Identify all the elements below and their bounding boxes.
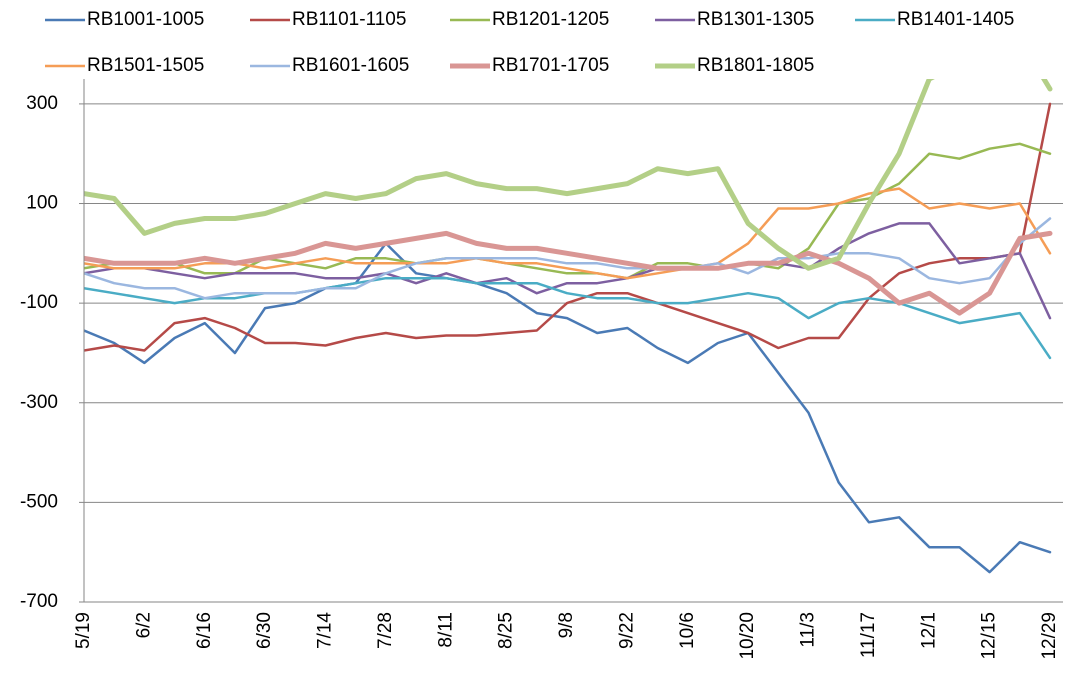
x-tick-label: 12/1	[918, 612, 939, 649]
x-tick-label: 12/29	[1039, 612, 1060, 660]
grid	[84, 103, 1063, 603]
legend-label: RB1601-1605	[292, 55, 409, 76]
x-tick-label: 6/30	[254, 612, 275, 649]
y-tick-label: 100	[26, 193, 58, 214]
x-tick-label: 9/8	[556, 612, 577, 638]
x-tick-label: 12/15	[979, 612, 1000, 660]
legend-label: RB1501-1505	[87, 55, 204, 76]
x-tick-label: 6/16	[194, 612, 215, 649]
series-line	[84, 102, 1052, 352]
legend: RB1001-1005 RB1101-1105 RB1201-1205 RB1301-…	[45, 9, 1014, 76]
series-line	[84, 222, 1052, 320]
legend-label: RB1001-1005	[87, 9, 204, 30]
series-line	[84, 142, 1052, 280]
y-tick-label: -100	[20, 292, 58, 313]
x-tick-label: 10/6	[677, 612, 698, 649]
y-tick-label: -700	[20, 591, 58, 612]
x-tick-label: 11/3	[798, 612, 819, 648]
legend-label: RB1701-1705	[492, 55, 609, 76]
legend-label: RB1301-1305	[697, 9, 814, 30]
series-line	[84, 79, 1053, 271]
x-tick-label: 10/20	[737, 612, 758, 660]
y-tick-label: -300	[20, 392, 58, 413]
y-tick-label: 300	[26, 93, 58, 114]
x-tick-label: 11/17	[858, 612, 879, 658]
axes: -700 -500 -300 -100 100 300 5/19 6/2 6/16 6/30 7/1…	[20, 79, 1063, 660]
legend-label: RB1101-1105	[292, 9, 406, 30]
legend-label: RB1801-1805	[697, 55, 814, 76]
x-tick-label: 9/22	[616, 612, 637, 649]
x-tick-label: 6/2	[133, 612, 154, 638]
x-tick-label: 5/19	[73, 612, 94, 649]
x-tick-label: 8/11	[435, 612, 456, 648]
series-line	[84, 276, 1052, 360]
series-line	[84, 242, 1052, 574]
series-line	[84, 230, 1053, 316]
legend-label: RB1201-1205	[492, 9, 609, 30]
series-line	[84, 217, 1052, 300]
x-tick-label: 7/28	[375, 612, 396, 649]
legend-label: RB1401-1405	[897, 9, 1014, 30]
x-tick-label: 8/25	[496, 612, 517, 649]
y-tick-label: -500	[20, 491, 58, 512]
plot-area	[84, 79, 1053, 574]
x-tick-label: 7/14	[315, 612, 336, 649]
series-line	[84, 187, 1052, 280]
